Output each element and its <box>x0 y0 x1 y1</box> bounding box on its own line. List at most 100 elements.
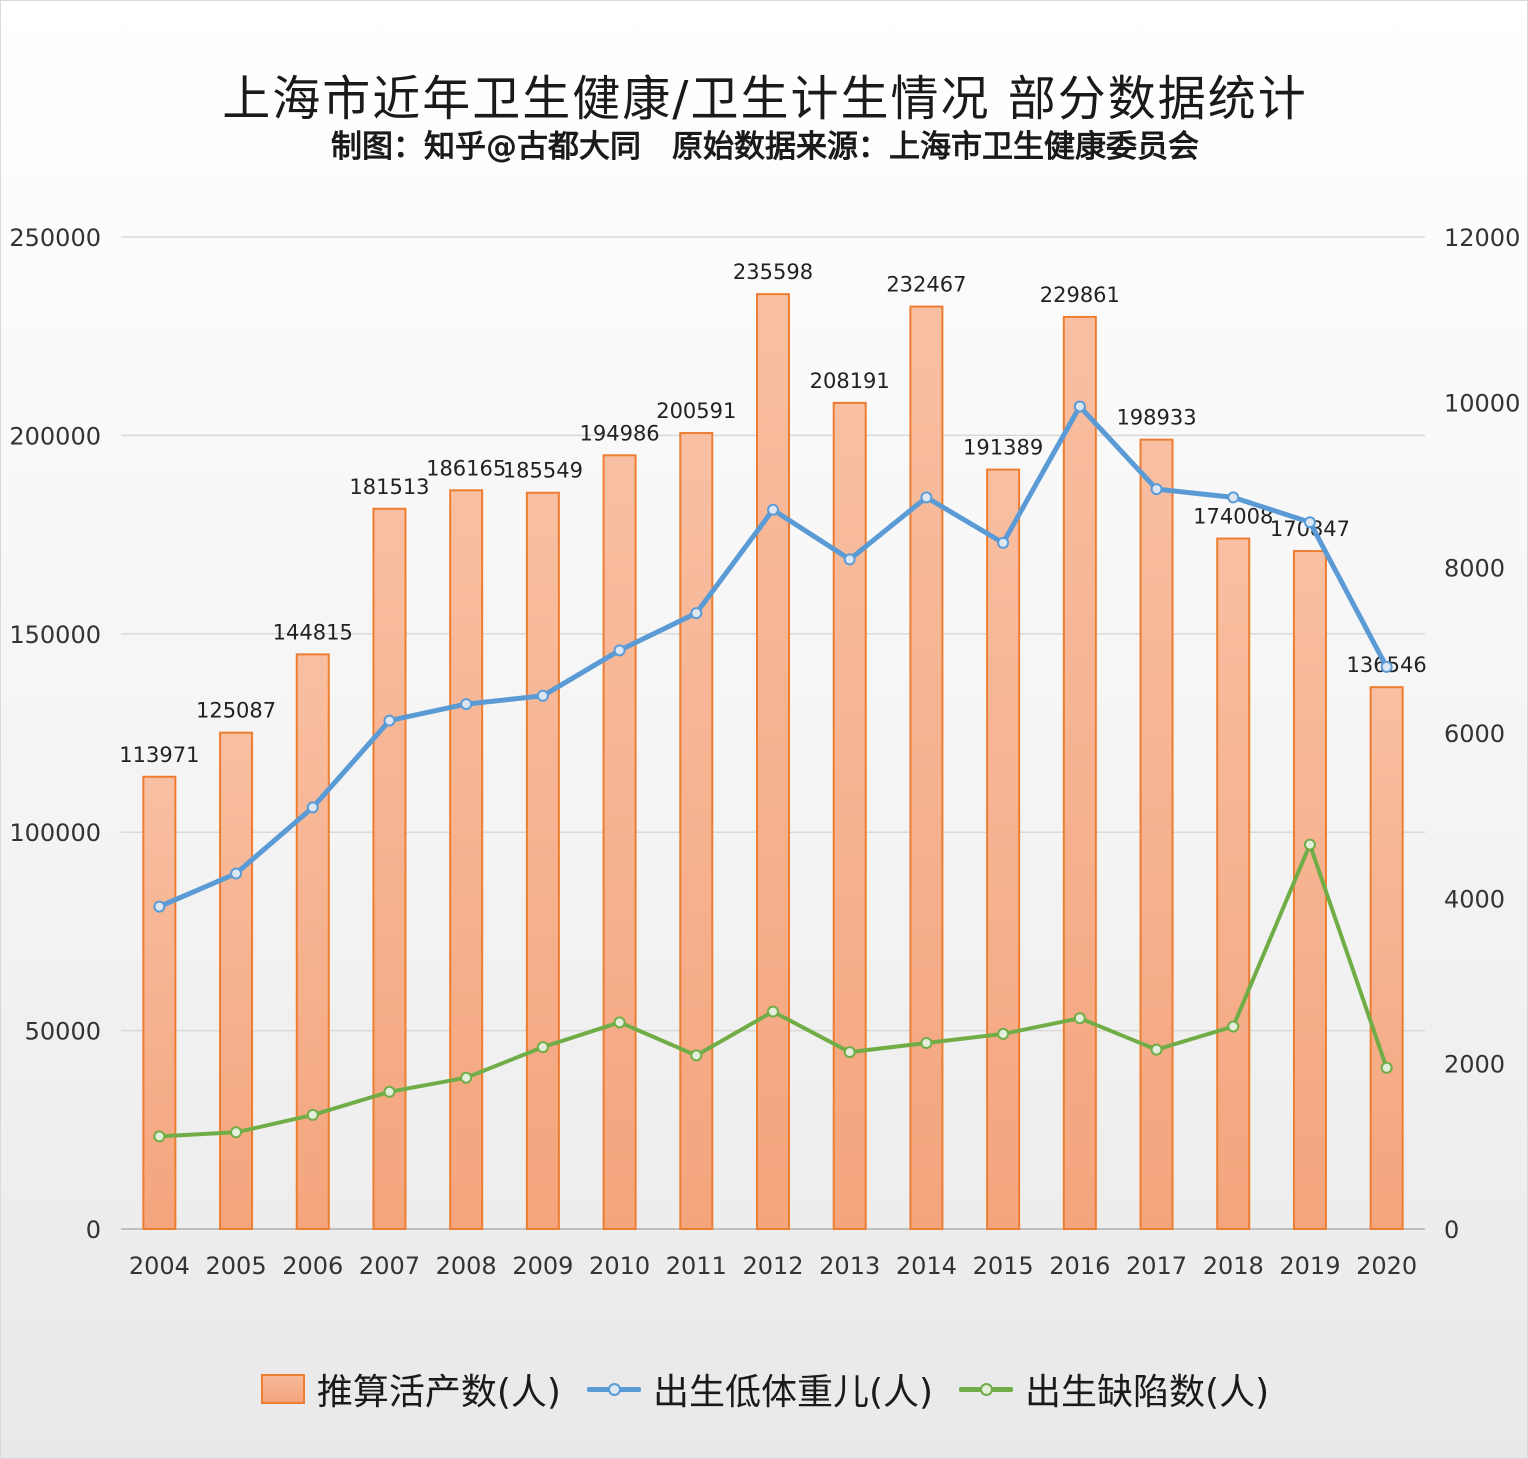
point-low-weight <box>460 698 473 711</box>
x-axis-tick-label: 2009 <box>512 1252 573 1280</box>
x-axis-tick-label: 2006 <box>282 1252 343 1280</box>
legend-swatch-bar <box>260 1374 305 1404</box>
x-axis-tick-label: 2017 <box>1126 1252 1187 1280</box>
x-axis: 2004 2005 2006 2007 2008 2009 2010 2011 2012 2013… <box>121 1228 1425 1280</box>
point-birth-defect <box>1380 1061 1393 1074</box>
right-axis-tick-label: 12000 <box>1444 224 1520 252</box>
x-axis-tick-label: 2010 <box>589 1252 650 1280</box>
left-axis-tick-label: 250000 <box>9 224 101 252</box>
point-low-weight <box>1227 491 1240 504</box>
bar <box>679 432 714 1230</box>
x-axis-tick-label: 2013 <box>819 1252 880 1280</box>
left-axis-tick-label: 150000 <box>9 621 101 649</box>
point-birth-defect <box>613 1016 626 1029</box>
point-low-weight <box>843 553 856 566</box>
x-axis-tick-label: 2020 <box>1356 1252 1417 1280</box>
point-birth-defect <box>306 1108 319 1121</box>
bar <box>142 775 177 1230</box>
bar-data-label: 235598 <box>733 260 813 284</box>
x-axis-tick-label: 2019 <box>1279 1252 1340 1280</box>
bar <box>525 491 560 1230</box>
point-birth-defect <box>1150 1043 1163 1056</box>
point-birth-defect <box>460 1071 473 1084</box>
bar-data-label: 200591 <box>656 399 736 423</box>
point-birth-defect <box>997 1027 1010 1040</box>
bar-data-label: 113971 <box>119 743 199 767</box>
right-axis-tick-label: 8000 <box>1444 555 1505 583</box>
point-low-weight <box>306 801 319 814</box>
bar-data-label: 186165 <box>426 456 506 480</box>
x-axis-tick-label: 2004 <box>129 1252 190 1280</box>
right-axis-tick-label: 10000 <box>1444 389 1520 417</box>
point-low-weight <box>1303 516 1316 529</box>
point-birth-defect <box>383 1085 396 1098</box>
right-axis-tick-label: 6000 <box>1444 720 1505 748</box>
bar-data-label: 144815 <box>273 620 353 644</box>
point-low-weight <box>767 503 779 516</box>
left-axis-tick-label: 0 <box>86 1216 101 1244</box>
bar-data-label: 185549 <box>503 459 583 483</box>
point-low-weight <box>690 607 703 620</box>
legend-item-low-weight: 出生低体重儿(人) <box>586 1363 933 1415</box>
bar <box>602 454 637 1231</box>
point-low-weight <box>383 714 396 727</box>
bar-data-label: 208191 <box>810 369 890 393</box>
x-axis-tick-label: 2018 <box>1203 1252 1264 1280</box>
x-axis-tick-label: 2014 <box>896 1252 957 1280</box>
point-low-weight <box>1150 483 1163 496</box>
left-axis-tick-label: 100000 <box>9 819 101 847</box>
bar-data-label: 191389 <box>963 436 1043 460</box>
right-axis-tick-label: 0 <box>1444 1216 1459 1244</box>
x-axis-tick-label: 2011 <box>666 1252 727 1280</box>
legend: 推算活产数(人) 出生低体重儿(人) 出生缺陷数(人) <box>1 1363 1528 1415</box>
chart-title: 上海市近年卫生健康/卫生计生情况 部分数据统计 <box>222 71 1308 127</box>
bar <box>1139 438 1174 1230</box>
point-birth-defect <box>690 1049 703 1062</box>
point-birth-defect <box>843 1046 856 1059</box>
x-axis-tick-label: 2016 <box>1049 1252 1110 1280</box>
bar-data-label: 194986 <box>580 421 660 445</box>
point-birth-defect <box>920 1037 933 1049</box>
point-low-weight <box>997 536 1010 549</box>
right-axis-tick-label: 2000 <box>1444 1051 1505 1079</box>
bar <box>1062 315 1097 1230</box>
legend-item-birth-defect: 出生缺陷数(人) <box>959 1363 1269 1415</box>
bar-data-label: 181513 <box>349 475 429 499</box>
legend-swatch-low-weight <box>586 1379 641 1399</box>
bar <box>986 468 1021 1231</box>
point-low-weight <box>153 900 166 913</box>
combo-chart: 0 50000 100000 150000 200000 250000 0 2000 4000… <box>9 224 1520 1280</box>
x-axis-tick-label: 2005 <box>206 1252 267 1280</box>
bar <box>219 731 254 1230</box>
legend-label-live-births: 推算活产数(人) <box>316 1372 561 1413</box>
x-axis-tick-label: 2015 <box>973 1252 1034 1280</box>
right-axis: 0 2000 4000 6000 8000 10000 12000 <box>1444 224 1520 1244</box>
bar <box>756 293 790 1230</box>
point-low-weight <box>613 644 626 657</box>
bar <box>909 305 944 1231</box>
point-birth-defect <box>536 1041 549 1054</box>
point-low-weight <box>536 689 549 702</box>
point-low-weight <box>920 491 933 504</box>
bar <box>832 401 867 1230</box>
point-low-weight <box>1073 400 1086 413</box>
point-low-weight <box>1380 660 1393 673</box>
legend-label-birth-defect: 出生缺陷数(人) <box>1025 1372 1270 1413</box>
point-birth-defect <box>230 1126 243 1139</box>
x-axis-tick-label: 2008 <box>436 1252 497 1280</box>
point-low-weight <box>230 867 243 880</box>
bar <box>1369 686 1404 1230</box>
chart-subtitle: 制图：知乎@古都大同 原始数据来源：上海市卫生健康委员会 <box>331 129 1199 165</box>
point-birth-defect <box>767 1005 779 1018</box>
bar-series-live-births <box>142 293 1404 1231</box>
bar <box>295 653 330 1230</box>
point-birth-defect <box>153 1130 166 1143</box>
bar-data-label: 232467 <box>886 273 966 297</box>
point-birth-defect <box>1073 1012 1086 1025</box>
right-axis-tick-label: 4000 <box>1444 885 1505 913</box>
bar <box>1292 550 1327 1230</box>
x-axis-tick-label: 2007 <box>359 1252 420 1280</box>
bar <box>372 507 407 1230</box>
